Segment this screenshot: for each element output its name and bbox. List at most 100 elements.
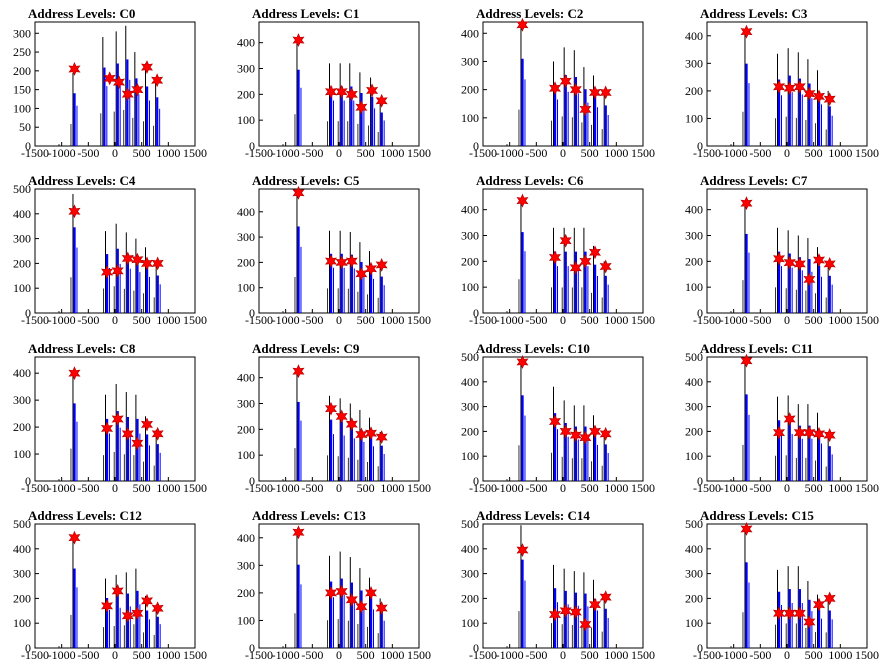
y-tick-label: 0 — [697, 641, 703, 655]
y-tick-label: 0 — [697, 306, 703, 320]
peak-marker — [292, 185, 305, 200]
x-tick-label: 1000 — [156, 648, 180, 662]
histogram-bar — [778, 251, 781, 313]
panel-c0: Address Levels: C0 0 50 100 150 200 250 300 -150… — [13, 6, 207, 160]
x-tick-label: -500 — [525, 648, 547, 662]
y-tick-label: 0 — [25, 474, 31, 488]
histogram-bar — [574, 592, 577, 648]
histogram-bar — [146, 610, 149, 648]
x-tick-label: -1500 — [245, 481, 273, 495]
y-tick-label: 100 — [461, 280, 479, 294]
peak-marker — [140, 417, 154, 432]
peak-marker — [579, 102, 592, 117]
y-tick-label: 200 — [237, 87, 255, 101]
peak-marker — [579, 617, 592, 632]
histogram-bar — [340, 421, 343, 481]
plot-frame — [258, 523, 420, 649]
histogram-bar — [818, 431, 821, 481]
panel-title: Address Levels: C13 — [252, 508, 366, 523]
x-tick-label: -500 — [301, 146, 323, 160]
y-tick-label: 300 — [13, 393, 31, 407]
y-tick-label: 0 — [249, 641, 255, 655]
histogram-bar — [798, 78, 801, 146]
x-tick-label: 1000 — [828, 481, 852, 495]
x-tick-label: 1000 — [156, 146, 180, 160]
x-tick-label: 0 — [112, 481, 118, 495]
y-tick-label: 300 — [461, 400, 479, 414]
y-tick-label: 100 — [461, 616, 479, 630]
y-tick-label: 300 — [237, 558, 255, 572]
y-tick-label: 300 — [685, 400, 703, 414]
histogram-bar — [594, 598, 597, 648]
panel-c11: Address Levels: C11 0 100 200 300 400 500 -1500… — [685, 341, 879, 495]
peak-marker — [375, 93, 388, 108]
y-tick-label: 300 — [685, 229, 703, 243]
histogram-bar — [574, 426, 577, 481]
histogram-bar — [564, 251, 567, 313]
peak-marker — [740, 24, 753, 39]
y-tick-label: 400 — [237, 531, 255, 545]
x-tick-label: -1000 — [496, 313, 524, 327]
x-tick-label: -1000 — [720, 648, 748, 662]
histogram-bar — [828, 106, 831, 146]
histogram-bar — [156, 275, 159, 313]
histogram-bar — [350, 254, 353, 313]
x-tick-label: -500 — [77, 481, 99, 495]
plot-frame — [706, 21, 868, 147]
histogram-bar — [604, 608, 607, 648]
histogram-bar — [818, 609, 821, 648]
panel-title: Address Levels: C12 — [28, 508, 142, 523]
x-tick-label: -1500 — [693, 313, 721, 327]
x-tick-label: -1500 — [21, 313, 49, 327]
peak-marker — [772, 251, 786, 266]
peak-marker — [68, 62, 81, 76]
peak-marker — [569, 428, 582, 443]
peak-marker — [588, 597, 602, 612]
y-tick-label: 300 — [237, 397, 255, 411]
panel-title: Address Levels: C10 — [476, 341, 590, 356]
histogram-bar — [360, 429, 363, 481]
x-tick-label: -500 — [77, 146, 99, 160]
y-tick-label: 100 — [13, 616, 31, 630]
histogram-bar — [798, 257, 801, 313]
peak-marker — [740, 196, 753, 211]
plot-frame — [258, 188, 420, 314]
y-tick-label: 100 — [237, 613, 255, 627]
x-tick-label: -1500 — [21, 481, 49, 495]
y-tick-label: 500 — [461, 517, 479, 531]
histogram-bar — [370, 597, 373, 648]
histogram-bar — [554, 85, 557, 146]
x-tick-label: -1000 — [272, 313, 300, 327]
y-tick-label: 0 — [473, 139, 479, 153]
histogram-bar — [156, 616, 159, 648]
x-tick-label: 500 — [133, 146, 151, 160]
peak-marker — [68, 366, 81, 381]
histogram-bar — [136, 259, 139, 313]
histogram-bar — [778, 420, 781, 481]
y-tick-label: 500 — [461, 350, 479, 364]
histogram-bar — [594, 264, 597, 313]
histogram-bar — [521, 58, 524, 146]
panel-title: Address Levels: C7 — [700, 173, 808, 188]
histogram-bar — [330, 419, 333, 481]
peak-marker — [569, 605, 582, 619]
y-tick-label: 0 — [25, 306, 31, 320]
x-tick-label: 1500 — [407, 481, 431, 495]
histogram-bar — [788, 253, 791, 313]
panel-c15: Address Levels: C15 0 100 200 300 400 500 -1500… — [685, 508, 879, 662]
histogram-bar — [554, 251, 557, 313]
histogram-bar — [778, 79, 781, 146]
peak-marker — [364, 261, 378, 276]
peak-marker — [335, 255, 348, 270]
peak-marker — [559, 74, 572, 89]
histogram-bar — [73, 403, 76, 481]
histogram-bar — [350, 582, 353, 648]
x-tick-label: 500 — [805, 648, 823, 662]
peak-marker — [375, 430, 388, 445]
histogram-bar — [380, 112, 383, 146]
y-tick-label: 0 — [473, 641, 479, 655]
plot-frame — [258, 21, 420, 147]
x-tick-label: 0 — [560, 313, 566, 327]
peak-marker — [324, 254, 338, 269]
peak-marker — [599, 85, 612, 100]
